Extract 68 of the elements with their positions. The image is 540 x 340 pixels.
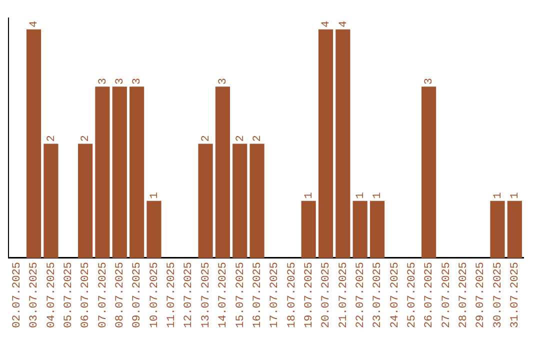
data-label: 2 <box>46 135 58 142</box>
bar <box>130 86 144 258</box>
x-tick-label: 11.07.2025 <box>166 262 178 328</box>
bar <box>44 144 58 258</box>
data-label: 3 <box>97 78 110 85</box>
bar <box>301 200 316 258</box>
bar <box>370 200 385 258</box>
data-label: 1 <box>372 192 384 199</box>
data-label: 1 <box>510 192 522 199</box>
x-tick-label: 28.07.2025 <box>458 262 470 328</box>
data-label: 3 <box>218 78 230 85</box>
data-label: 2 <box>234 135 247 142</box>
bar <box>336 29 350 258</box>
data-label: 4 <box>320 20 333 28</box>
bar <box>26 29 42 258</box>
x-tick-label: 16.07.2025 <box>252 262 264 328</box>
x-tick-label: 10.07.2025 <box>148 262 161 328</box>
x-tick-label: 02.07.2025 <box>11 262 24 328</box>
x-tick-label: 17.07.2025 <box>269 262 282 328</box>
x-tick-label: 21.07.2025 <box>338 262 350 328</box>
x-tick-label: 08.07.2025 <box>114 262 127 328</box>
data-label: 1 <box>148 192 161 199</box>
data-label: 3 <box>114 78 127 85</box>
data-label: 4 <box>338 20 350 28</box>
bar <box>232 144 248 258</box>
x-tick-label: 20.07.2025 <box>320 262 333 328</box>
bar <box>198 144 213 258</box>
data-label: 4 <box>28 20 41 28</box>
bar <box>352 200 368 258</box>
data-label: 1 <box>354 192 367 199</box>
x-tick-label: 27.07.2025 <box>440 262 453 328</box>
x-tick-label: 29.07.2025 <box>475 262 488 328</box>
data-label: 3 <box>132 78 144 85</box>
bar <box>215 86 230 258</box>
bar <box>421 86 436 258</box>
bar <box>250 144 264 258</box>
bar <box>490 200 505 258</box>
x-tick-label: 31.07.2025 <box>510 262 522 328</box>
x-tick-label: 03.07.2025 <box>28 262 41 328</box>
x-tick-label: 18.07.2025 <box>286 262 298 328</box>
bar <box>112 86 127 258</box>
x-tick-label: 25.07.2025 <box>406 262 419 328</box>
data-label: 2 <box>200 135 212 142</box>
x-tick-label: 14.07.2025 <box>218 262 230 328</box>
data-label: 1 <box>303 192 316 199</box>
data-label: 1 <box>492 192 504 199</box>
data-label: 2 <box>252 135 264 142</box>
x-tick-label: 04.07.2025 <box>46 262 58 328</box>
x-tick-label: 13.07.2025 <box>200 262 212 328</box>
x-tick-label: 09.07.2025 <box>132 262 144 328</box>
data-label: 3 <box>424 78 436 85</box>
x-tick-label: 30.07.2025 <box>492 262 504 328</box>
x-tick-label: 23.07.2025 <box>372 262 384 328</box>
x-tick-label: 06.07.2025 <box>80 262 92 328</box>
x-tick-label: 07.07.2025 <box>97 262 110 328</box>
bar <box>507 200 522 258</box>
bar <box>146 200 162 258</box>
x-tick-label: 05.07.2025 <box>63 262 76 328</box>
x-tick-label: 19.07.2025 <box>303 262 316 328</box>
bar <box>318 29 334 258</box>
x-tick-label: 12.07.2025 <box>183 262 196 328</box>
x-tick-label: 15.07.2025 <box>234 262 247 328</box>
bar <box>95 86 110 258</box>
x-tick-label: 26.07.2025 <box>424 262 436 328</box>
x-tick-label: 24.07.2025 <box>389 262 402 328</box>
x-tick-label: 22.07.2025 <box>354 262 367 328</box>
data-label: 2 <box>80 135 92 142</box>
bar <box>78 144 93 258</box>
